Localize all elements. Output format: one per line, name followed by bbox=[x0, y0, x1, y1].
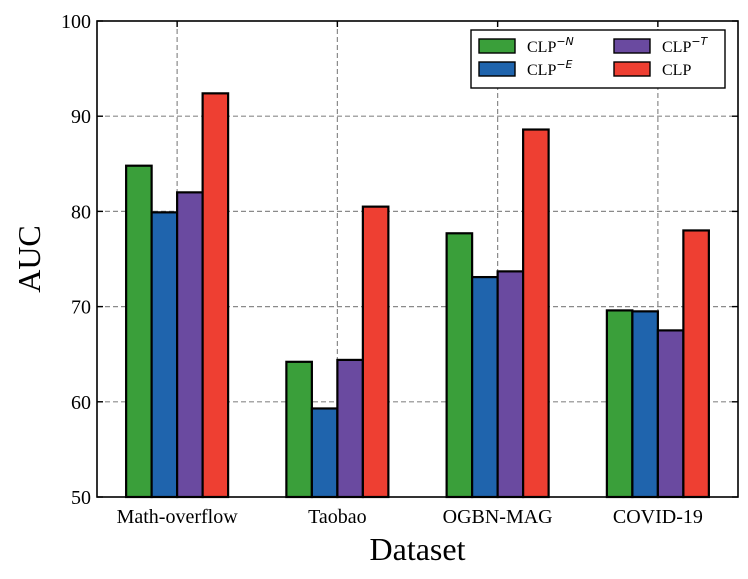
legend-swatch bbox=[613, 61, 651, 77]
x-tick-label: OGBN-MAG bbox=[443, 506, 553, 528]
legend-swatch bbox=[613, 38, 651, 54]
bars bbox=[125, 92, 710, 499]
bar-clp-t-math-overflow bbox=[176, 191, 204, 499]
legend-label: CLP bbox=[662, 62, 691, 79]
bar-clp-t-taobao bbox=[336, 358, 364, 499]
x-axis-title: Dataset bbox=[370, 531, 466, 567]
x-tick-label: Math-overflow bbox=[117, 506, 239, 528]
y-tick-label: 70 bbox=[71, 297, 91, 319]
y-axis-title: AUC bbox=[11, 225, 47, 293]
y-tick-label: 80 bbox=[71, 201, 91, 223]
plot-frame bbox=[96, 20, 739, 498]
y-tick-label: 100 bbox=[61, 11, 91, 33]
x-tick-label: COVID-19 bbox=[613, 506, 703, 528]
bar-clp-n-ogbn-mag bbox=[445, 232, 474, 499]
x-axis-ticks: Math-overflow Taobao OGBN-MAG COVID-19 bbox=[117, 21, 703, 528]
bar-clp-t-covid-19 bbox=[656, 329, 685, 499]
y-tick-label: 60 bbox=[71, 392, 91, 414]
y-tick-label: 50 bbox=[71, 487, 91, 509]
bar-clp-e-taobao bbox=[310, 407, 339, 499]
bar-clp-t-ogbn-mag bbox=[496, 270, 525, 499]
bar-clp-taobao bbox=[361, 205, 390, 499]
bar-clp-math-overflow bbox=[201, 92, 230, 499]
x-tick-label: Taobao bbox=[308, 506, 367, 528]
bar-clp-n-taobao bbox=[285, 360, 313, 499]
bar-clp-e-covid-19 bbox=[631, 310, 659, 499]
bar-clp-n-math-overflow bbox=[125, 164, 153, 499]
y-tick-label: 90 bbox=[71, 106, 91, 128]
bar-clp-e-math-overflow bbox=[150, 211, 179, 499]
bar-clp-n-covid-19 bbox=[605, 309, 634, 499]
bar-clp-e-ogbn-mag bbox=[471, 275, 499, 499]
legend-swatch bbox=[478, 61, 516, 77]
bar-clp-ogbn-mag bbox=[522, 128, 550, 499]
legend-swatch bbox=[478, 38, 516, 54]
bar-clp-covid-19 bbox=[682, 229, 710, 499]
